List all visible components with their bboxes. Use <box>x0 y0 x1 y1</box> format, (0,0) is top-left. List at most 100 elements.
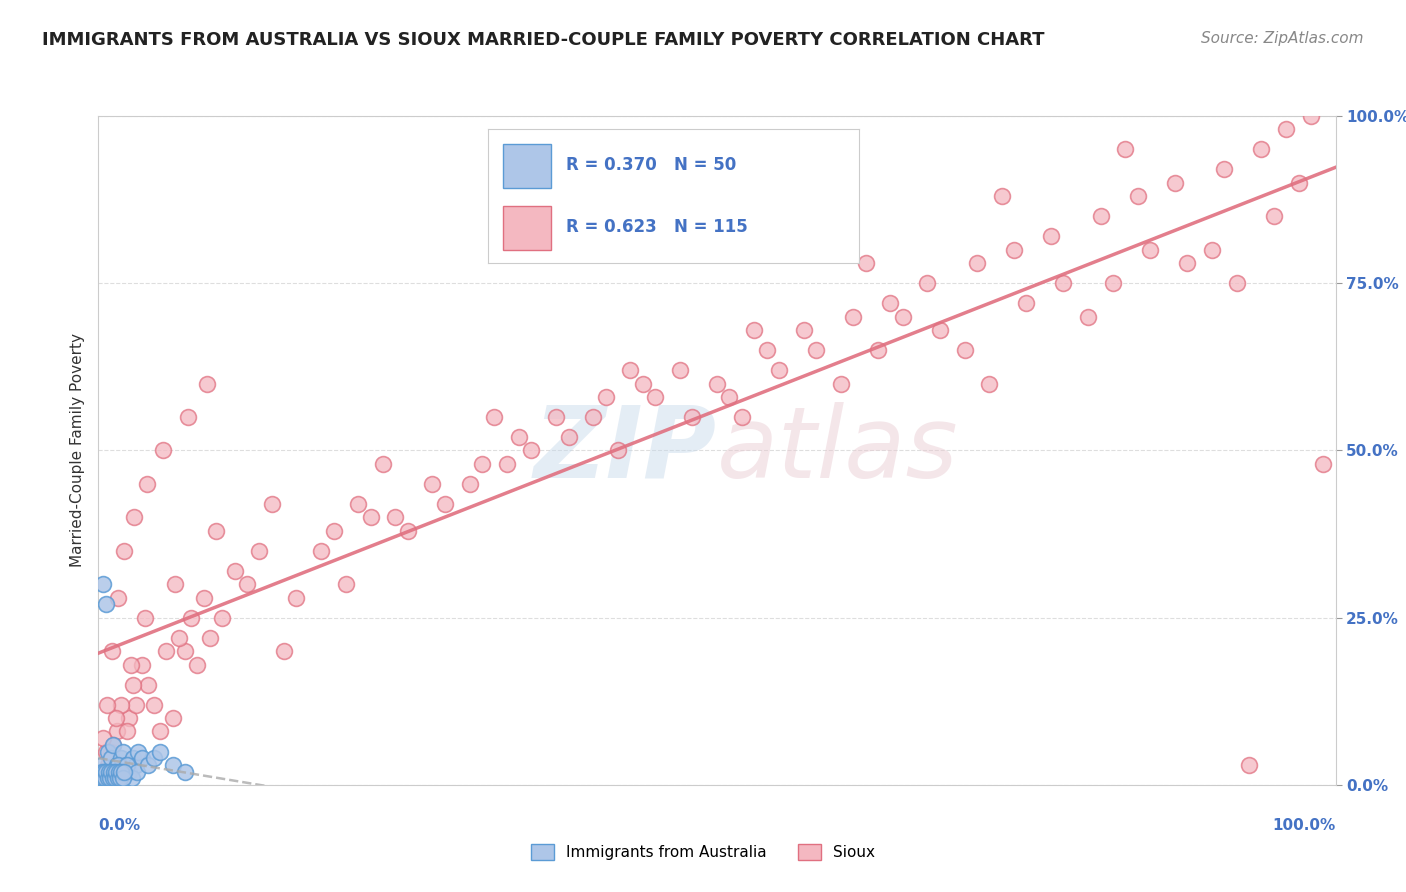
Point <box>681 410 703 425</box>
Text: Source: ZipAtlas.com: Source: ZipAtlas.com <box>1201 31 1364 46</box>
Point <box>112 543 135 558</box>
Point <box>135 476 157 491</box>
Point <box>105 758 128 772</box>
Point <box>124 698 146 712</box>
Point <box>582 410 605 425</box>
Point <box>211 611 233 625</box>
Point <box>91 771 114 786</box>
Point <box>90 764 112 779</box>
Point <box>718 390 741 404</box>
Point <box>595 390 617 404</box>
Point <box>115 724 138 739</box>
Point <box>966 256 988 270</box>
Point <box>830 376 852 391</box>
Point <box>546 410 568 425</box>
Point <box>1052 276 1074 290</box>
Point <box>174 644 197 658</box>
Point <box>193 591 215 605</box>
Text: 0.0%: 0.0% <box>98 818 141 832</box>
Point <box>155 644 177 658</box>
Point <box>508 430 530 444</box>
Point <box>118 764 141 779</box>
Point <box>285 591 308 605</box>
Point <box>104 711 127 725</box>
Point <box>990 189 1012 203</box>
Point <box>152 443 174 458</box>
Point <box>108 764 131 779</box>
Point <box>136 678 159 692</box>
Point <box>103 738 125 752</box>
Point <box>118 711 141 725</box>
Point <box>122 678 145 692</box>
Point <box>557 430 579 444</box>
Point <box>607 443 630 458</box>
Point <box>1213 162 1236 177</box>
Point <box>322 524 344 538</box>
Point <box>107 591 129 605</box>
Point <box>97 764 120 779</box>
Point <box>384 510 406 524</box>
Point <box>114 758 136 772</box>
Point <box>105 764 128 779</box>
Point <box>1040 229 1063 244</box>
Point <box>224 564 246 578</box>
Point <box>98 771 121 786</box>
Point <box>143 751 166 765</box>
Point <box>122 751 145 765</box>
Point <box>1275 122 1298 136</box>
Point <box>97 771 120 786</box>
Point <box>136 758 159 772</box>
Point <box>127 744 149 758</box>
Point <box>176 410 198 425</box>
Point <box>1250 142 1272 157</box>
Point <box>1175 256 1198 270</box>
Point <box>1201 243 1223 257</box>
Point <box>93 764 115 779</box>
Point <box>103 764 125 779</box>
Point <box>93 764 115 779</box>
Text: ZIP: ZIP <box>534 402 717 499</box>
Point <box>520 443 543 458</box>
Point <box>768 363 790 377</box>
Point <box>879 296 901 310</box>
Point <box>131 751 153 765</box>
Text: 100.0%: 100.0% <box>1272 818 1336 832</box>
Point <box>93 731 115 746</box>
Point <box>1299 109 1322 123</box>
Point <box>111 771 134 786</box>
Point <box>928 323 950 337</box>
Legend: Immigrants from Australia, Sioux: Immigrants from Australia, Sioux <box>526 838 880 866</box>
Point <box>644 390 666 404</box>
Point <box>335 577 357 591</box>
Point <box>89 771 111 786</box>
Point <box>186 657 208 672</box>
Point <box>110 764 132 779</box>
Point <box>103 738 125 752</box>
Point <box>347 497 370 511</box>
Point <box>842 310 865 324</box>
Point <box>1312 457 1334 471</box>
Point <box>134 611 156 625</box>
Point <box>121 771 143 786</box>
Text: atlas: atlas <box>717 402 959 499</box>
Point <box>111 764 134 779</box>
Point <box>205 524 228 538</box>
Point <box>471 457 494 471</box>
Point <box>1114 142 1136 157</box>
Point <box>855 256 877 270</box>
Point <box>91 771 114 786</box>
Point <box>112 758 135 772</box>
Point <box>422 476 444 491</box>
Point <box>1090 210 1112 224</box>
Point <box>107 771 129 786</box>
Point <box>124 510 146 524</box>
Point <box>94 598 117 612</box>
Point <box>484 410 506 425</box>
Point <box>953 343 976 358</box>
Point <box>110 698 132 712</box>
Point <box>120 657 142 672</box>
Point <box>149 744 172 758</box>
Point <box>115 758 138 772</box>
Point <box>804 343 827 358</box>
Point <box>1288 176 1310 190</box>
